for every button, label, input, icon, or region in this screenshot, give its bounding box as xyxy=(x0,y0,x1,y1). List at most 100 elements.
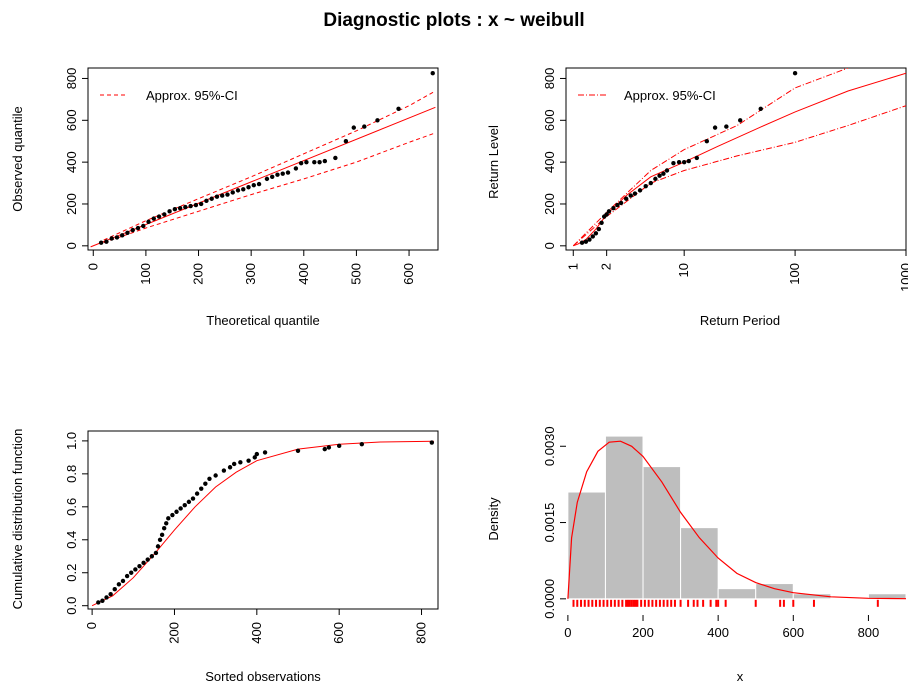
data-point xyxy=(246,458,251,463)
x-tick-label: 800 xyxy=(414,622,429,644)
data-point xyxy=(190,496,196,501)
histogram-bar xyxy=(717,588,757,600)
y-tick-label: 0.0000 xyxy=(542,579,557,619)
data-point xyxy=(133,567,138,572)
chart-title: Diagnostic plots : x ~ weibull xyxy=(323,10,585,31)
data-point xyxy=(686,158,691,164)
data-point xyxy=(322,446,327,452)
data-point xyxy=(209,196,214,201)
histogram-bar xyxy=(604,435,644,600)
data-point xyxy=(172,207,178,212)
fit-line xyxy=(91,440,434,607)
data-point xyxy=(599,220,604,226)
data-point xyxy=(194,491,200,496)
data-point xyxy=(256,181,262,187)
data-point xyxy=(231,461,237,467)
data-point xyxy=(430,71,435,76)
x-tick-label: 200 xyxy=(191,263,206,285)
y-tick-label: 0.2 xyxy=(64,564,79,582)
panel-cdf: 0 200 400 600 800 0.0 0.2 0.4 0.6 0.8 1.0 Sorted … xyxy=(10,429,439,682)
data-point xyxy=(611,205,616,211)
data-point xyxy=(213,473,218,478)
data-point xyxy=(198,201,204,207)
data-point xyxy=(108,591,113,597)
y-axis: 0.0000 0.0015 0.0030 xyxy=(542,426,566,619)
y-axis-label: Density xyxy=(486,497,501,541)
plot-frame xyxy=(87,67,439,251)
y-tick-label: 0.0015 xyxy=(542,503,557,543)
data-point xyxy=(129,570,134,575)
data-point xyxy=(100,598,105,603)
x-axis-label: Sorted observations xyxy=(205,669,321,682)
data-point xyxy=(590,234,595,239)
data-point xyxy=(648,180,653,186)
data-point xyxy=(304,159,309,165)
y-tick-label: 0.0030 xyxy=(542,426,557,466)
x-axis-label: x xyxy=(737,669,744,682)
x-tick-label: 0 xyxy=(84,622,99,629)
data-point xyxy=(792,71,798,76)
x-tick-label: 600 xyxy=(782,625,804,640)
y-tick-label: 800 xyxy=(64,68,79,90)
data-point xyxy=(204,198,209,204)
data-point xyxy=(96,600,101,605)
data-point xyxy=(587,237,592,242)
data-point xyxy=(593,231,599,236)
data-point xyxy=(738,118,743,123)
data-point xyxy=(351,125,356,130)
data-point xyxy=(112,587,117,592)
y-tick-label: 0.8 xyxy=(64,465,79,483)
data-point xyxy=(203,481,208,486)
data-point xyxy=(653,176,658,182)
data-point xyxy=(671,160,676,166)
density-curve xyxy=(567,440,907,600)
y-axis-label: Observed quantile xyxy=(10,106,25,212)
data-point xyxy=(724,124,729,129)
legend: Approx. 95%-CI xyxy=(100,88,238,103)
x-tick-label: 500 xyxy=(348,263,363,285)
y-tick-label: 200 xyxy=(542,193,557,215)
data-point xyxy=(137,563,142,569)
x-tick-label: 400 xyxy=(296,263,311,285)
data-point xyxy=(178,506,183,511)
data-point xyxy=(166,516,171,521)
data-point xyxy=(114,235,120,240)
data-point xyxy=(254,451,260,457)
x-tick-label: 1000 xyxy=(898,263,908,292)
data-point xyxy=(164,521,169,526)
data-point xyxy=(230,190,235,195)
data-point xyxy=(157,537,163,542)
data-point xyxy=(199,486,204,491)
data-point xyxy=(632,191,638,196)
x-axis: 0 200 400 600 800 xyxy=(84,609,429,644)
data-point xyxy=(161,526,167,531)
data-point xyxy=(275,172,280,177)
data-point xyxy=(156,214,162,219)
data-point xyxy=(125,230,130,236)
series-layer xyxy=(567,435,907,607)
data-point xyxy=(141,560,146,566)
histogram-bar xyxy=(642,466,682,600)
y-axis: 0 200 400 600 800 xyxy=(64,68,88,249)
y-tick-label: 400 xyxy=(542,151,557,173)
data-point xyxy=(241,187,246,192)
data-point xyxy=(623,196,629,201)
y-tick-label: 1.0 xyxy=(64,432,79,450)
data-point xyxy=(637,188,643,193)
x-tick-label: 400 xyxy=(249,622,264,644)
data-point xyxy=(170,512,175,518)
data-point xyxy=(162,212,167,217)
data-point xyxy=(177,205,183,211)
data-point xyxy=(362,124,367,129)
panel-qq: 0 100 200 300 400 500 600 0 200 400 600 800 Theore… xyxy=(10,67,439,328)
data-point xyxy=(145,557,150,562)
data-point xyxy=(681,159,687,165)
plot-frame xyxy=(87,430,439,610)
data-point xyxy=(151,216,156,221)
y-tick-label: 600 xyxy=(542,109,557,131)
x-tick-label: 1 xyxy=(565,263,580,270)
data-point xyxy=(712,125,718,130)
data-point xyxy=(193,202,199,208)
data-point xyxy=(188,203,193,209)
x-tick-label: 0 xyxy=(564,625,571,640)
